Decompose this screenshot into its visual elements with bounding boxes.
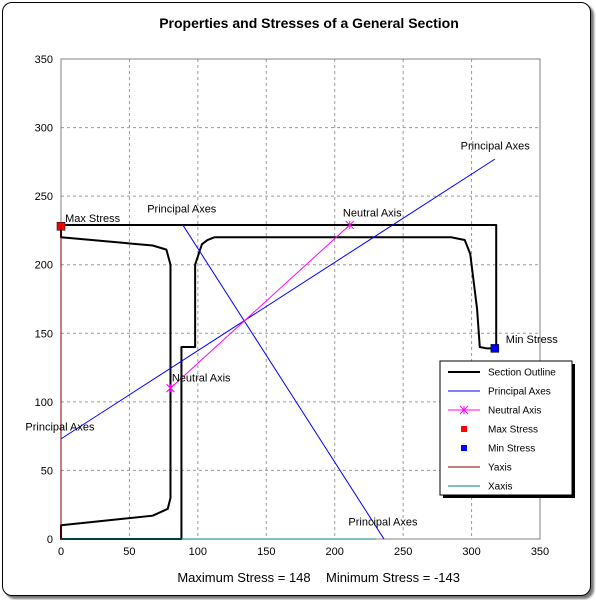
max-stress-label: Maximum Stress = 148 (177, 570, 310, 585)
y-tick-label: 250 (35, 191, 53, 203)
section-outline-line (60, 223, 498, 540)
principal-axes-line (60, 158, 496, 440)
y-tick-label: 300 (35, 123, 53, 135)
x-tick-label: 0 (58, 546, 64, 558)
legend-label-principal-axes: Principal Axes (488, 387, 551, 398)
y-tick-label: 150 (35, 328, 53, 340)
min-stress-label: Minimum Stress = -143 (326, 570, 460, 585)
x-tick-label: 250 (394, 546, 412, 558)
y-tick-label: 350 (35, 54, 53, 66)
legend-swatch-min-stress (461, 445, 467, 451)
legend-label-max-stress: Max Stress (488, 425, 538, 436)
x-tick-label: 50 (123, 546, 135, 558)
principal-axes-line (182, 224, 385, 540)
x-tick-label: 350 (531, 546, 549, 558)
legend-label-section-outline: Section Outline (488, 368, 556, 379)
x-tick-label: 100 (189, 546, 207, 558)
annotation-label: Neutral Axis (343, 208, 402, 220)
tick-labels: 0 50 100 150 200 250 300 350 0 50 100 150 200 250 300 3… (35, 54, 550, 558)
grid (61, 59, 540, 539)
y-tick-label: 200 (35, 260, 53, 272)
annotation-label: Principal Axes (348, 516, 418, 528)
legend-swatch-max-stress (461, 426, 467, 432)
y-tick-label: 100 (35, 397, 53, 409)
annotation-label: Principal Axes (461, 141, 531, 153)
min-stress-point (490, 344, 500, 353)
legend: Section Outline Principal Axes Neutral Axi… (439, 360, 575, 498)
annotation-label: Principal Axes (147, 204, 217, 216)
legend-label-yaxis: Yaxis (488, 463, 512, 474)
x-tick-label: 200 (326, 546, 344, 558)
legend-label-xaxis: Xaxis (488, 482, 512, 493)
series-layer (56, 158, 500, 540)
y-tick-label: 0 (47, 534, 53, 546)
annotation-label: Principal Axes (25, 422, 95, 434)
legend-marker-neutral-axis (459, 405, 469, 415)
x-tick-label: 150 (257, 546, 275, 558)
annotation-label: Min Stress (506, 334, 558, 346)
annotation-label: Neutral Axis (172, 372, 231, 384)
neutral-axis-point (345, 220, 355, 230)
annotation-label: Max Stress (65, 213, 121, 225)
legend-label-min-stress: Min Stress (488, 444, 535, 455)
neutral-axis-point (166, 383, 175, 393)
chart-title: Properties and Stresses of a General Sec… (159, 15, 459, 31)
y-tick-label: 50 (41, 465, 53, 477)
neutral-axis-line (170, 224, 351, 389)
annotations: Max Stress Min Stress Principal Axes Princi… (25, 141, 558, 529)
legend-label-neutral-axis: Neutral Axis (488, 406, 541, 417)
x-tick-label: 300 (462, 546, 480, 558)
